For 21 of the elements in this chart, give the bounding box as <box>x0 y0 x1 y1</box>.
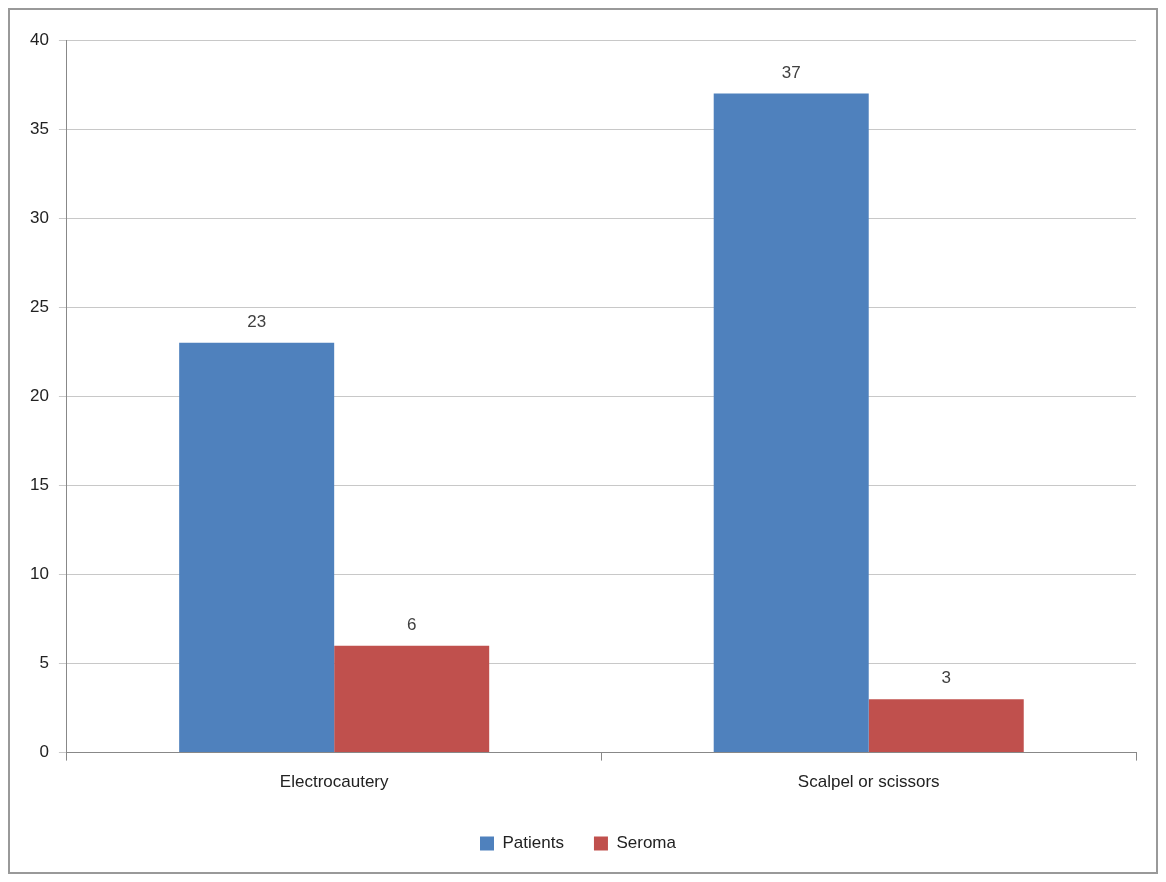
y-tick-label: 10 <box>29 564 49 584</box>
legend-label: Seroma <box>616 833 677 853</box>
y-tick-label: 40 <box>29 29 49 49</box>
x-tick-label: Scalpel or scissors <box>797 772 940 792</box>
data-label: 3 <box>941 668 951 688</box>
data-label: 23 <box>247 312 267 332</box>
y-tick-label: 5 <box>39 653 49 673</box>
y-tick-label: 25 <box>29 296 49 316</box>
y-tick-label: 35 <box>29 118 49 138</box>
bar <box>179 342 335 753</box>
y-tick-label: 20 <box>29 385 49 405</box>
x-tick-label: Electrocautery <box>279 772 389 792</box>
data-label: 6 <box>406 614 417 634</box>
data-label: 37 <box>781 62 801 82</box>
legend-label: Patients <box>502 833 564 853</box>
y-tick-label: 30 <box>29 207 49 227</box>
bar <box>334 645 490 753</box>
bar <box>868 699 1024 753</box>
bar <box>713 93 869 753</box>
y-tick-label: 15 <box>29 475 49 495</box>
y-tick-label: 0 <box>39 742 49 762</box>
